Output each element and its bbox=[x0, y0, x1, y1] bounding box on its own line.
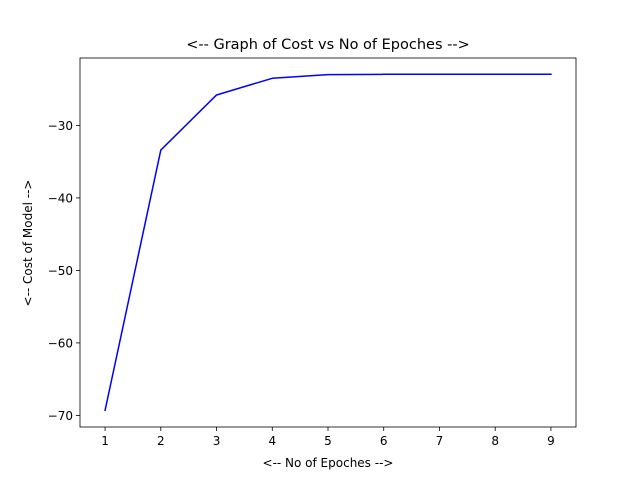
x-tick-label: 3 bbox=[213, 434, 221, 448]
y-tick-label: −30 bbox=[48, 119, 73, 133]
y-tick-label: −50 bbox=[48, 264, 73, 278]
x-tick-label: 6 bbox=[380, 434, 388, 448]
x-axis-label: <-- No of Epoches --> bbox=[263, 456, 394, 470]
plot-area: 1 2 3 4 5 6 7 8 9 −70 −60 −50 −40 −30 bbox=[48, 57, 577, 448]
x-tick-label: 1 bbox=[101, 434, 109, 448]
y-tick-label: −70 bbox=[48, 409, 73, 423]
series-line-0 bbox=[104, 73, 552, 412]
x-tick-label: 2 bbox=[157, 434, 165, 448]
chart-title: <-- Graph of Cost vs No of Epoches --> bbox=[186, 37, 470, 53]
x-tick-label: 5 bbox=[324, 434, 332, 448]
axes-frame bbox=[79, 57, 577, 428]
x-tick-label: 8 bbox=[491, 434, 499, 448]
y-tick-label: −40 bbox=[48, 191, 73, 205]
x-tick-label: 7 bbox=[436, 434, 444, 448]
x-tick-label: 9 bbox=[547, 434, 555, 448]
x-tick-label: 4 bbox=[268, 434, 276, 448]
y-tick-label: −60 bbox=[48, 336, 73, 350]
y-axis-label: <-- Cost of Model --> bbox=[21, 180, 35, 307]
